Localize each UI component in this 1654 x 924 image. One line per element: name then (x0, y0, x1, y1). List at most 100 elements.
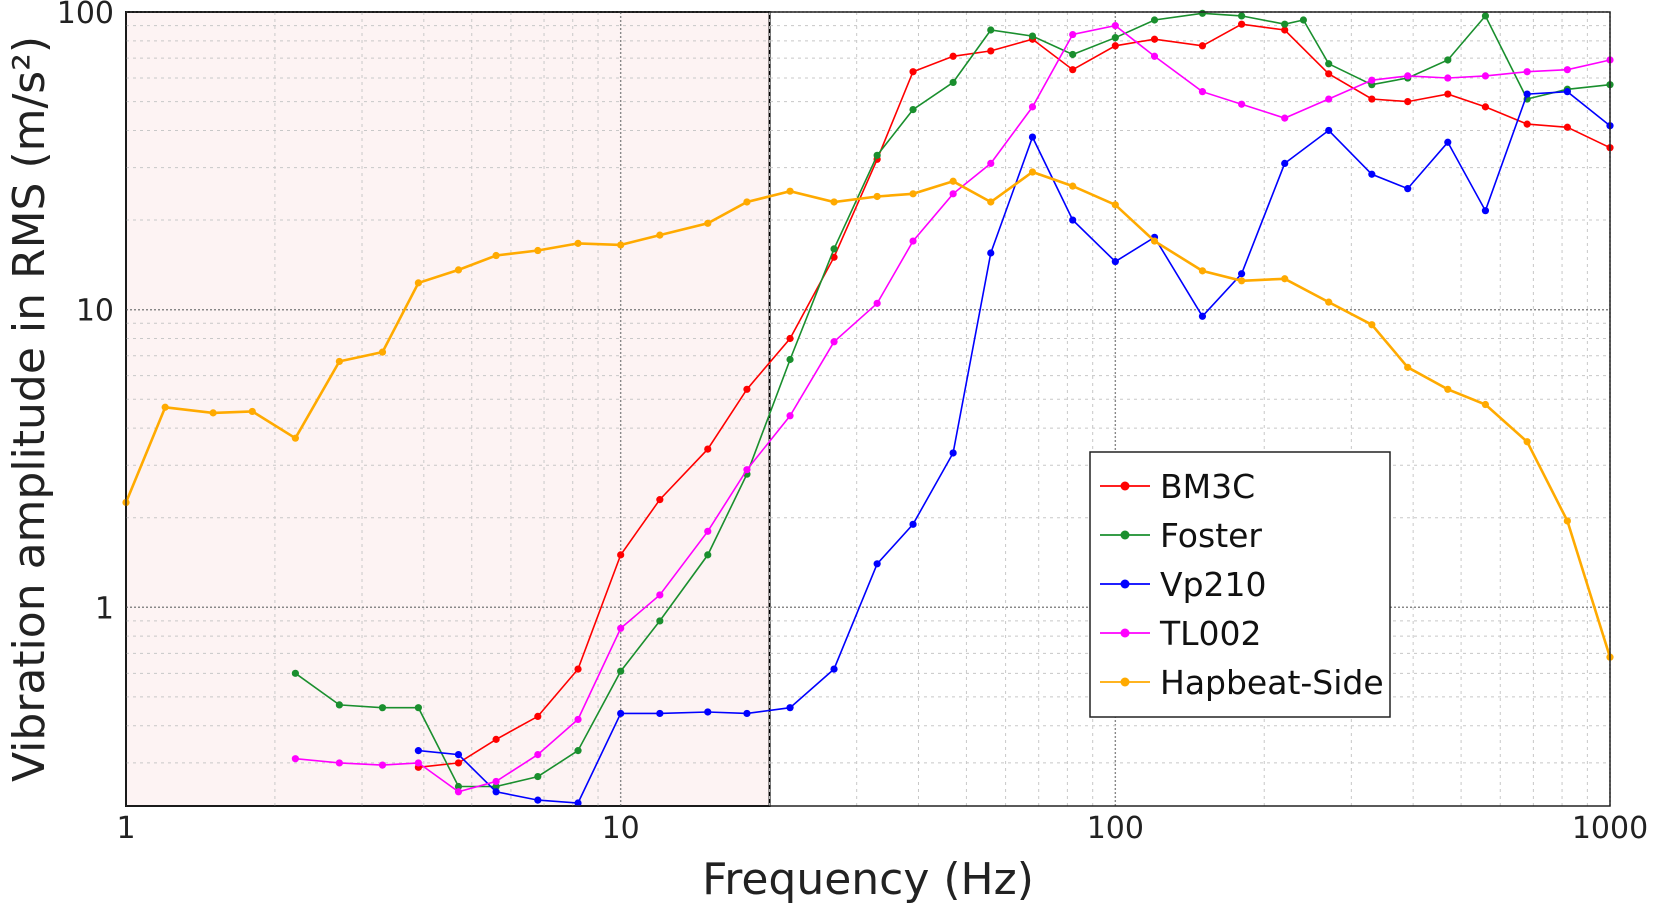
data-point-hapbeat-side (1238, 277, 1246, 285)
data-point-hapbeat-side (414, 279, 422, 287)
tick-label-layer: 1 10 100 1000 1 10 100 (57, 0, 1648, 846)
data-point-tl002 (987, 159, 995, 167)
data-point-hapbeat-side (1563, 517, 1571, 525)
data-point-foster (492, 782, 500, 791)
data-point-vp210 (1069, 216, 1077, 224)
series-line-vp210 (418, 90, 1611, 804)
data-point-bm3c (1404, 98, 1412, 106)
data-point-tl002 (1238, 100, 1246, 108)
data-point-tl002 (414, 759, 422, 767)
data-point-tl002 (704, 527, 712, 535)
data-point-tl002 (1404, 72, 1412, 80)
data-point-bm3c (909, 68, 917, 76)
series-vp210 (414, 88, 1614, 807)
data-point-vp210 (617, 709, 625, 718)
data-point-foster (454, 782, 463, 791)
y-tick-label: 10 (76, 294, 114, 329)
series-foster (291, 9, 1614, 791)
data-point-foster (1325, 60, 1333, 68)
data-point-foster (574, 747, 582, 755)
data-point-hapbeat-side (335, 357, 343, 366)
legend-label-vp210: Vp210 (1160, 565, 1267, 604)
data-point-vp210 (1238, 270, 1246, 278)
data-point-hapbeat-side (1325, 298, 1333, 306)
x-tick-label: 1 (116, 811, 135, 846)
data-point-tl002 (1150, 52, 1159, 60)
data-point-bm3c (786, 334, 794, 343)
data-point-tl002 (454, 788, 463, 796)
data-point-hapbeat-side (454, 266, 463, 274)
data-point-hapbeat-side (248, 407, 256, 416)
data-point-vp210 (1563, 88, 1571, 96)
data-point-bm3c (1325, 70, 1333, 78)
data-point-bm3c (743, 385, 751, 393)
data-point-tl002 (1563, 66, 1571, 74)
data-point-bm3c (1523, 120, 1531, 128)
data-point-tl002 (1069, 30, 1077, 39)
data-point-tl002 (909, 237, 917, 245)
data-point-bm3c (704, 445, 712, 453)
series-hapbeat-side (122, 168, 1614, 661)
data-point-vp210 (830, 665, 838, 673)
data-point-hapbeat-side (1368, 321, 1376, 329)
data-point-hapbeat-side (830, 198, 838, 206)
data-point-tl002 (534, 750, 542, 759)
data-point-bm3c (1069, 66, 1077, 74)
data-point-foster (335, 701, 343, 709)
data-point-tl002 (1481, 72, 1490, 80)
data-point-hapbeat-side (1481, 400, 1490, 409)
data-point-hapbeat-side (574, 239, 582, 247)
data-point-vp210 (704, 708, 712, 716)
data-point-foster (987, 26, 995, 34)
data-point-bm3c (1444, 90, 1452, 98)
data-point-tl002 (1028, 103, 1037, 111)
data-point-hapbeat-side (656, 231, 664, 239)
data-point-tl002 (1444, 74, 1452, 82)
data-point-tl002 (949, 190, 957, 198)
legend-label-hapbeat-side: Hapbeat-Side (1160, 663, 1384, 702)
data-point-bm3c (1150, 35, 1159, 43)
data-point-vp210 (1368, 170, 1376, 178)
data-point-bm3c (574, 665, 582, 673)
data-point-hapbeat-side (909, 190, 917, 198)
data-point-vp210 (574, 799, 582, 807)
data-point-vp210 (909, 520, 917, 528)
data-point-hapbeat-side (378, 348, 387, 356)
data-point-tl002 (1281, 114, 1289, 122)
data-point-foster (1481, 12, 1490, 20)
y-axis-title: Vibration amplitude in RMS (m/s²) (4, 36, 55, 782)
data-point-tl002 (873, 299, 881, 307)
data-point-foster (378, 704, 387, 712)
data-point-vp210 (1325, 126, 1333, 135)
data-point-foster (534, 772, 542, 781)
data-point-bm3c (1238, 20, 1246, 28)
data-point-hapbeat-side (161, 403, 169, 411)
data-point-vp210 (414, 747, 422, 755)
data-point-vp210 (873, 560, 881, 568)
data-point-foster (909, 106, 917, 114)
data-point-bm3c (987, 47, 995, 55)
data-point-tl002 (574, 715, 582, 724)
data-point-hapbeat-side (1281, 275, 1289, 283)
data-point-hapbeat-side (291, 434, 299, 442)
data-point-vp210 (949, 449, 957, 457)
data-point-bm3c (656, 496, 664, 504)
data-point-vp210 (786, 704, 794, 712)
data-point-bm3c (1368, 95, 1376, 103)
data-point-bm3c (454, 759, 463, 767)
data-point-vp210 (492, 788, 500, 796)
data-point-bm3c (492, 735, 500, 743)
data-point-vp210 (1523, 90, 1531, 98)
data-point-tl002 (830, 338, 838, 346)
data-point-tl002 (1368, 76, 1376, 84)
data-point-vp210 (987, 249, 995, 257)
data-point-foster (656, 617, 664, 625)
data-point-foster (1299, 16, 1308, 24)
legend-label-tl002: TL002 (1159, 614, 1262, 653)
data-point-vp210 (534, 796, 542, 804)
data-point-tl002 (378, 761, 387, 769)
legend-label-bm3c: BM3C (1160, 467, 1255, 506)
legend: BM3C Foster Vp210 TL002 Hapbeat-Side (1089, 451, 1391, 718)
x-tick-label: 1000 (1572, 811, 1648, 846)
